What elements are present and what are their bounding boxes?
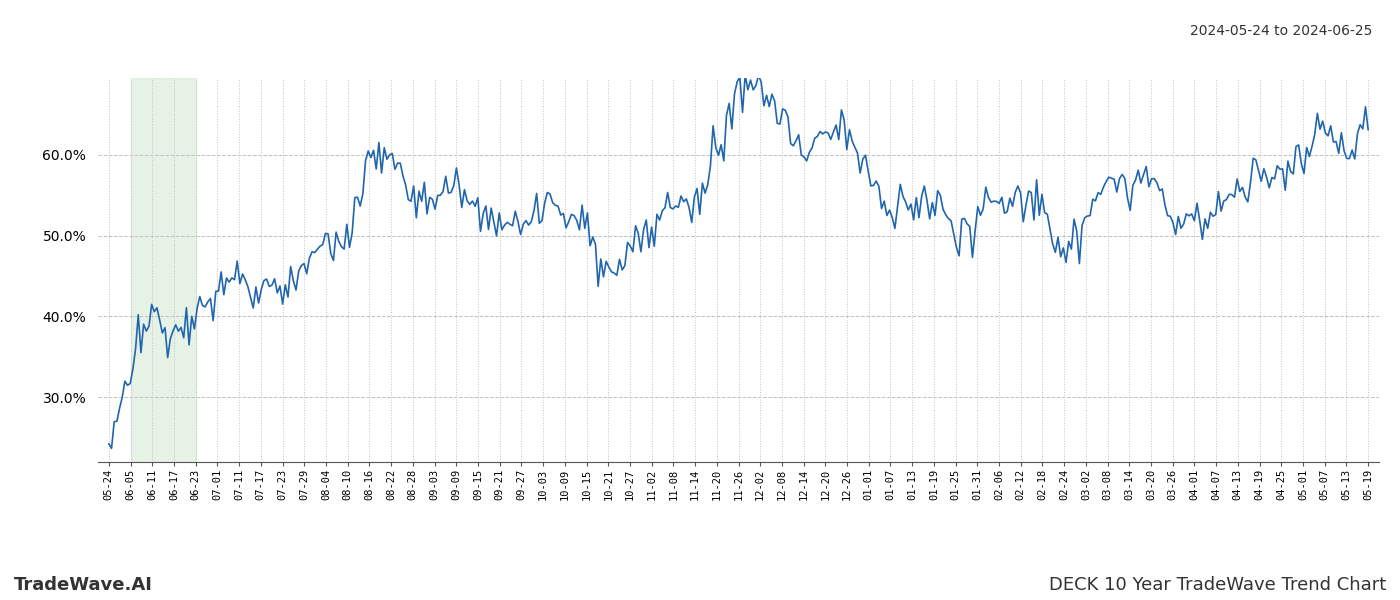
Bar [130, 78, 196, 462]
Text: TradeWave.AI: TradeWave.AI [14, 576, 153, 594]
Text: 2024-05-24 to 2024-06-25: 2024-05-24 to 2024-06-25 [1190, 24, 1372, 38]
Text: DECK 10 Year TradeWave Trend Chart: DECK 10 Year TradeWave Trend Chart [1049, 576, 1386, 594]
